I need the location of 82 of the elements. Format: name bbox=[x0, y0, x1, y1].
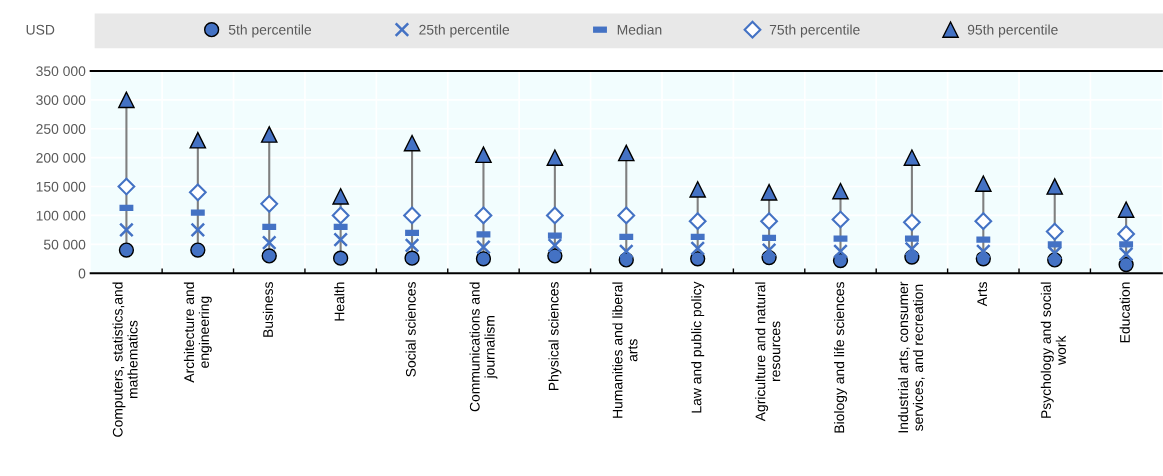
x-tick-label: Humanities and liberal arts bbox=[612, 282, 638, 418]
point bbox=[1045, 222, 1064, 241]
y-axis-title: USD bbox=[26, 24, 55, 35]
x-tick-label: Industrial arts, consumer services, and recreation bbox=[897, 281, 925, 433]
legend-label: Median bbox=[617, 24, 662, 35]
point bbox=[331, 206, 350, 225]
point bbox=[903, 213, 921, 232]
point bbox=[617, 144, 635, 162]
x-tick-label: Law and public policy bbox=[691, 281, 705, 413]
point bbox=[118, 242, 135, 258]
x-tick-label: Education bbox=[1119, 282, 1130, 343]
point bbox=[117, 177, 136, 196]
point bbox=[333, 232, 349, 248]
point bbox=[1118, 256, 1134, 273]
point bbox=[474, 206, 493, 225]
point bbox=[1046, 178, 1064, 195]
x-tick-label: Health bbox=[334, 282, 345, 321]
point bbox=[690, 240, 706, 256]
point bbox=[261, 248, 277, 264]
y-tick-label: 350 000 bbox=[36, 66, 86, 77]
point bbox=[404, 250, 420, 266]
legend-label: 25th percentile bbox=[419, 24, 510, 38]
legend-label: 75th percentile bbox=[769, 24, 860, 38]
point bbox=[545, 206, 564, 225]
point bbox=[333, 250, 349, 266]
point bbox=[118, 222, 134, 238]
x-tick-label: Social sciences bbox=[405, 282, 416, 377]
y-tick-label: 100 000 bbox=[36, 210, 86, 221]
point bbox=[832, 182, 849, 200]
point bbox=[403, 134, 421, 152]
point bbox=[975, 243, 991, 259]
point bbox=[189, 131, 207, 149]
point bbox=[332, 188, 349, 205]
point bbox=[831, 210, 850, 229]
point bbox=[546, 149, 564, 166]
point bbox=[475, 251, 492, 267]
point bbox=[475, 146, 492, 164]
point bbox=[689, 181, 707, 198]
point bbox=[403, 206, 421, 225]
point bbox=[190, 242, 206, 258]
y-tick-label: 300 000 bbox=[36, 95, 86, 105]
point bbox=[688, 212, 707, 231]
point bbox=[617, 206, 636, 225]
y-tick-label: 0 bbox=[78, 268, 86, 279]
x-tick-label: Business bbox=[262, 282, 273, 337]
x-tick-label: Arts bbox=[977, 282, 988, 307]
point bbox=[1047, 245, 1063, 261]
point bbox=[760, 183, 778, 201]
x-tick-label: Biology and life sciences bbox=[834, 282, 847, 433]
x-tick-label: Computers, statistics,and mathematics bbox=[112, 282, 138, 437]
y-tick-label: 50 000 bbox=[43, 239, 86, 250]
x-tick-label: Architecture and engineering bbox=[183, 282, 212, 383]
point bbox=[190, 222, 206, 238]
point bbox=[833, 243, 848, 259]
x-tick-label: Agriculture and natural resources bbox=[755, 282, 781, 422]
point bbox=[1117, 201, 1135, 218]
point bbox=[760, 212, 778, 231]
point bbox=[974, 212, 993, 231]
point bbox=[547, 237, 563, 253]
point bbox=[1118, 246, 1134, 262]
legend-label: 95th percentile bbox=[967, 24, 1058, 38]
point bbox=[903, 149, 921, 166]
point bbox=[1117, 225, 1136, 243]
legend-label: 5th percentile bbox=[228, 24, 312, 38]
x-tick-label: Psychology and social work bbox=[1040, 282, 1066, 418]
point bbox=[260, 194, 279, 213]
x-tick-label: Communications and journalism bbox=[469, 282, 498, 412]
point bbox=[404, 237, 420, 253]
y-tick-label: 150 000 bbox=[36, 181, 86, 192]
point bbox=[904, 241, 920, 257]
x-tick-label: Physical sciences bbox=[548, 282, 562, 391]
point bbox=[261, 235, 277, 251]
point bbox=[118, 91, 135, 109]
point bbox=[974, 175, 992, 192]
point bbox=[618, 243, 634, 259]
point bbox=[260, 126, 278, 143]
y-tick-label: 250 000 bbox=[36, 124, 86, 134]
point bbox=[761, 242, 777, 258]
y-tick-label: 200 000 bbox=[36, 152, 86, 163]
point bbox=[188, 183, 207, 202]
point bbox=[690, 251, 706, 267]
point bbox=[475, 239, 491, 255]
